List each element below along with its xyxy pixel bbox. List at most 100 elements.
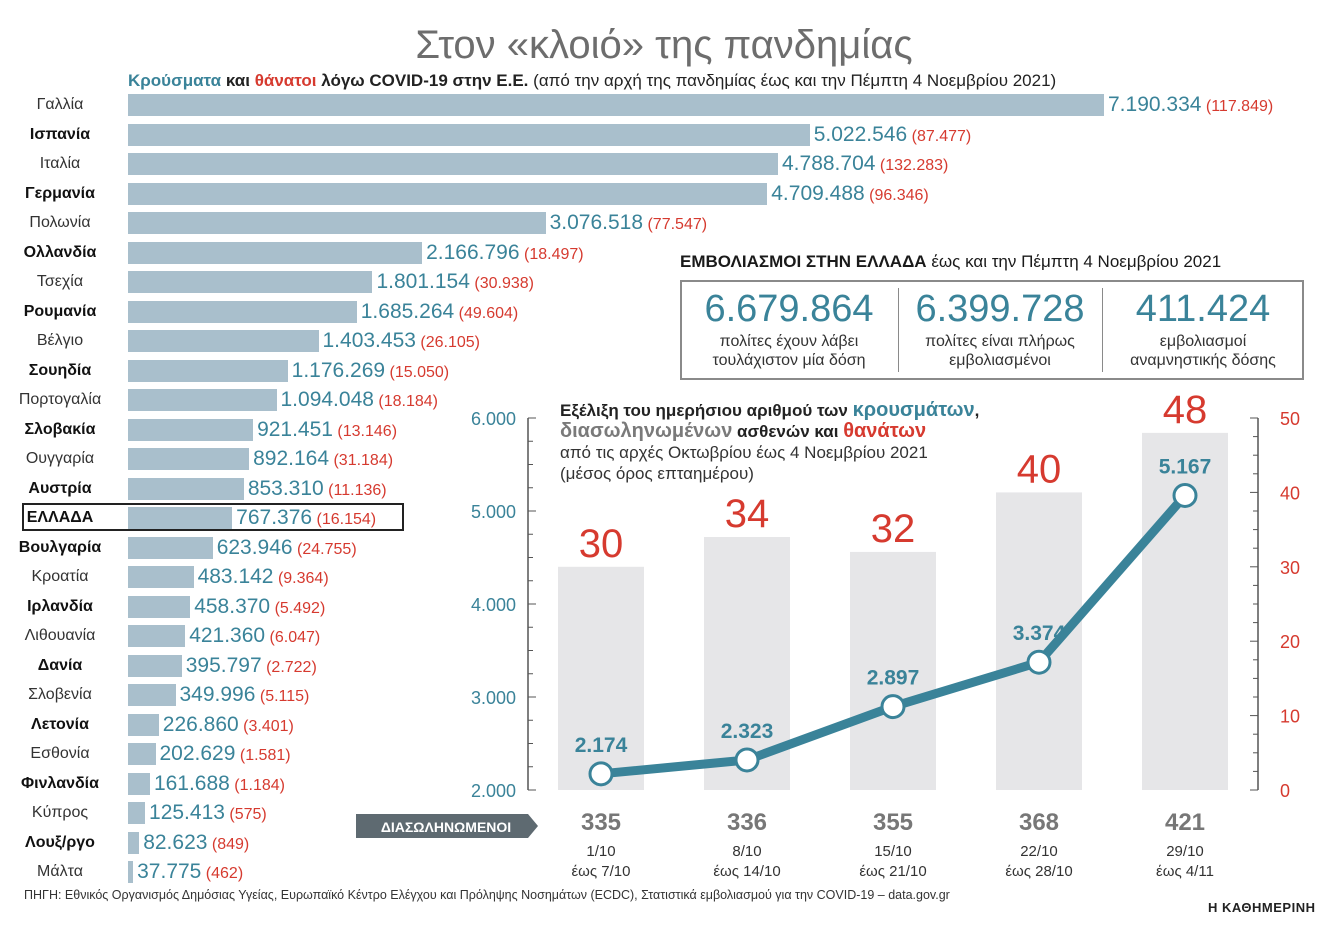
deaths-label: (13.146) — [332, 422, 398, 440]
cases-label: 1.094.048 — [280, 388, 374, 411]
deaths-label: (18.184) — [373, 393, 438, 410]
country-bar — [128, 271, 373, 293]
left-axis-tick-label: 3.000 — [471, 688, 516, 708]
country-value: 1.094.048 (18.184) — [281, 388, 438, 414]
country-label: Ιρλανδία — [27, 597, 93, 615]
cases-point — [734, 747, 760, 773]
greece-highlight-box — [22, 503, 404, 531]
evolution-note: (μέσος όρος επταημέρου) — [560, 464, 754, 483]
intubated-value: 368 — [1019, 809, 1059, 836]
country-label: Γαλλία — [36, 96, 84, 113]
vaccination-panel: 6.679.864 πολίτες έχουν λάβει τουλάχιστο… — [680, 280, 1304, 380]
country-label: Πολωνία — [29, 214, 91, 231]
vaccination-divider — [1102, 288, 1103, 372]
vaccination-label: εμβολιασμένοι — [949, 352, 1051, 369]
country-bar — [128, 448, 250, 470]
country-value: 82.623 (849) — [143, 831, 249, 857]
cases-label: 226.860 — [162, 712, 239, 736]
country-value: 483.142 (9.364) — [198, 565, 329, 591]
country-value: 853.310 (11.136) — [248, 477, 387, 503]
deaths-column — [996, 492, 1082, 790]
country-label: Κύπρος — [31, 804, 89, 821]
country-bar — [128, 241, 423, 264]
cases-label: 4.709.488 — [771, 181, 865, 205]
country-label: Αυστρία — [28, 479, 92, 497]
vaccination-label: πολίτες έχουν λάβει — [719, 333, 859, 350]
vaccination-title-bold: ΕΜΒΟΛΙΑΣΜΟΙ ΣΤΗΝ ΕΛΛΑΔΑ — [680, 252, 927, 271]
deaths-label: (96.346) — [864, 186, 929, 204]
cases-label: 125.413 — [149, 801, 225, 824]
cases-label: 623.946 — [216, 535, 293, 559]
cases-label: 853.310 — [247, 476, 324, 500]
deaths-label: (15.050) — [385, 363, 450, 381]
deaths-label: (1.581) — [235, 747, 291, 764]
deaths-column — [558, 566, 644, 790]
period-to-label: έως 21/10 — [859, 863, 926, 880]
right-axis-tick-label: 40 — [1280, 483, 1300, 503]
deaths-value-label: 48 — [1163, 388, 1208, 432]
left-axis-tick-label: 5.000 — [471, 502, 516, 522]
country-value: 349.996 (5.115) — [180, 683, 310, 709]
page-title: Στον «κλοιό» της πανδημίας — [415, 23, 913, 67]
cases-label: 349.996 — [179, 683, 256, 706]
subtitle-and: και — [225, 71, 250, 90]
country-bar — [128, 625, 186, 647]
cases-label: 1.685.264 — [360, 299, 455, 323]
subtitle-deaths: θάνατοι — [254, 71, 317, 90]
country-label: Φινλανδία — [21, 774, 99, 792]
cases-value-label: 2.174 — [575, 734, 628, 757]
period-to-label: έως 28/10 — [1005, 863, 1072, 880]
deaths-label: (5.492) — [270, 599, 326, 617]
country-bar — [128, 123, 810, 146]
country-value: 1.801.154 (30.938) — [376, 270, 533, 296]
deaths-label: (30.938) — [469, 275, 534, 292]
cases-point — [1172, 482, 1198, 508]
evolution-title-cases: κρουσμάτων — [852, 399, 975, 421]
intubated-tag — [356, 814, 538, 838]
country-value: 161.688 (1.184) — [154, 772, 285, 798]
cases-label: 1.403.453 — [322, 329, 416, 352]
country-value: 4.788.704 (132.283) — [782, 152, 948, 178]
deaths-label: (77.547) — [643, 216, 708, 233]
country-value: 458.370 (5.492) — [194, 595, 325, 621]
country-bar — [128, 802, 146, 824]
deaths-label: (132.283) — [875, 157, 949, 174]
vaccination-stat-fully: 6.399.728 πολίτες είναι πλήρως εμβολιασμ… — [900, 282, 1100, 378]
vaccination-title-rest: έως και την Πέμπτη 4 Νοεμβρίου 2021 — [931, 252, 1222, 271]
deaths-label: (2.722) — [261, 658, 317, 676]
country-label: Βουλγαρία — [18, 538, 102, 556]
vaccination-value: 6.679.864 — [704, 288, 874, 330]
country-bar — [128, 94, 1104, 116]
country-label: Ισπανία — [29, 125, 91, 143]
country-label: Ιταλία — [39, 155, 81, 172]
deaths-value-label: 34 — [725, 492, 770, 536]
country-value: 395.797 (2.722) — [186, 654, 317, 680]
vaccination-label: πολίτες είναι πλήρως — [925, 333, 1075, 350]
country-bar — [128, 330, 319, 352]
deaths-label: (24.755) — [292, 540, 357, 558]
left-axis-tick-label: 2.000 — [471, 781, 516, 801]
deaths-column — [850, 551, 936, 790]
country-label: Σλοβενία — [28, 686, 92, 703]
country-label: ΕΛΛΑΔΑ — [26, 509, 94, 526]
deaths-value-label: 40 — [1017, 447, 1062, 491]
intubated-value: 421 — [1165, 809, 1205, 836]
country-value: 3.076.518 (77.547) — [550, 211, 707, 237]
period-from-label: 22/10 — [1020, 843, 1058, 860]
country-bar — [128, 713, 159, 736]
vaccination-value: 6.399.728 — [915, 288, 1085, 330]
deaths-label: (575) — [224, 806, 267, 823]
deaths-value-label: 32 — [871, 507, 916, 551]
cases-label: 37.775 — [137, 860, 202, 883]
cases-label: 2.166.796 — [426, 240, 520, 264]
cases-value-label: 3.374 — [1013, 622, 1066, 645]
intubated-tag-label: ΔΙΑΣΩΛΗΝΩΜΕΝΟΙ — [381, 819, 511, 835]
period-to-label: έως 4/11 — [1156, 863, 1214, 880]
cases-label: 921.451 — [257, 417, 333, 441]
country-value: 125.413 (575) — [149, 801, 267, 827]
evolution-title-part: Εξέλιξη του ημερήσιου αριθμού των — [560, 401, 853, 420]
cases-label: 458.370 — [194, 594, 271, 618]
country-label: Βέλγιο — [36, 332, 84, 349]
deaths-label: (87.477) — [907, 127, 972, 145]
